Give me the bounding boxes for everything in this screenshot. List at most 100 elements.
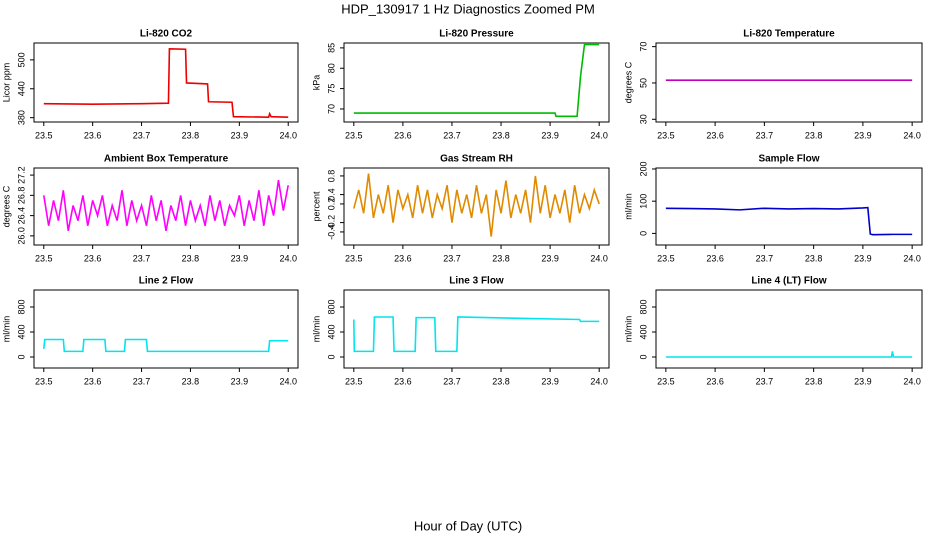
x-tick-label: 23.6 bbox=[706, 253, 724, 263]
y-axis-label: ml/min bbox=[623, 316, 633, 343]
y-tick-label: 50 bbox=[638, 78, 648, 88]
y-tick-label: 0 bbox=[638, 231, 648, 236]
plot-frame bbox=[33, 42, 299, 123]
y-tick-label: 27.2 bbox=[16, 166, 26, 184]
x-tick-label: 23.5 bbox=[657, 253, 675, 263]
x-tick-label: 23.5 bbox=[657, 130, 675, 140]
plot-area bbox=[353, 173, 600, 237]
plot-frame bbox=[343, 167, 610, 246]
x-tick-label: 23.6 bbox=[706, 130, 724, 140]
y-tick-label: 0.8 bbox=[326, 170, 336, 183]
x-tick-label: 23.6 bbox=[706, 376, 724, 386]
y-axis-label: ml/min bbox=[623, 193, 633, 220]
x-tick-label: 23.5 bbox=[35, 130, 53, 140]
y-tick-label: 100 bbox=[638, 194, 648, 209]
y-axis-label: ml/min bbox=[1, 316, 11, 343]
x-tick-label: 23.5 bbox=[345, 376, 363, 386]
x-tick-label: 23.5 bbox=[345, 253, 363, 263]
y-tick-label: 26.4 bbox=[16, 207, 26, 225]
x-axis-label: Hour of Day (UTC) bbox=[414, 518, 522, 533]
plot-area bbox=[353, 316, 600, 353]
panel: Line 4 (LT) Flow ml/min 23.5 23.6 23.7 23.8 23… bbox=[623, 276, 923, 386]
y-tick-label: 0.4 bbox=[326, 188, 336, 201]
x-tick-label: 23.8 bbox=[805, 130, 823, 140]
x-tick-label: 23.9 bbox=[854, 376, 872, 386]
x-tick-label: 24.0 bbox=[279, 130, 297, 140]
x-tick-label: 23.6 bbox=[84, 253, 102, 263]
y-tick-label: 26.0 bbox=[16, 227, 26, 245]
x-tick-label: 24.0 bbox=[279, 253, 297, 263]
y-tick-label: 500 bbox=[16, 52, 26, 67]
panel-title: Gas Stream RH bbox=[440, 154, 513, 165]
x-tick-label: 24.0 bbox=[903, 130, 921, 140]
x-tick-label: 23.9 bbox=[231, 130, 249, 140]
y-axis-label: degrees C bbox=[1, 185, 11, 227]
panel-title: Sample Flow bbox=[758, 154, 819, 165]
y-tick-label: -0.2 bbox=[326, 215, 336, 231]
y-tick-label: 400 bbox=[326, 324, 336, 339]
x-tick-label: 23.7 bbox=[443, 253, 461, 263]
y-axis-label: degrees C bbox=[623, 61, 633, 103]
y-tick-label: 85 bbox=[326, 43, 336, 53]
panel: Li-820 Pressure kPa 23.5 23.6 23.7 23.8 23.9 24… bbox=[311, 29, 610, 140]
plot-frame bbox=[655, 289, 923, 369]
panel-title: Line 3 Flow bbox=[449, 276, 504, 287]
panel: Line 2 Flow ml/min 23.5 23.6 23.7 23.8 23.9 24.… bbox=[1, 276, 299, 386]
panel: Li-820 Temperature degrees C 23.5 23.6 23.7 2… bbox=[623, 29, 923, 140]
y-tick-label: 0.2 bbox=[326, 198, 336, 211]
data-line bbox=[353, 173, 600, 237]
data-line bbox=[353, 316, 600, 353]
y-tick-label: 380 bbox=[16, 110, 26, 125]
y-tick-label: 80 bbox=[326, 63, 336, 73]
x-tick-label: 24.0 bbox=[590, 130, 608, 140]
x-tick-label: 23.9 bbox=[541, 376, 559, 386]
plot-frame bbox=[655, 167, 923, 246]
x-tick-label: 24.0 bbox=[903, 253, 921, 263]
panel-title: Ambient Box Temperature bbox=[104, 154, 229, 165]
x-tick-label: 23.6 bbox=[394, 253, 412, 263]
y-tick-label: 70 bbox=[638, 42, 648, 52]
x-tick-label: 23.6 bbox=[394, 130, 412, 140]
page-title: HDP_130917 1 Hz Diagnostics Zoomed PM bbox=[341, 1, 595, 16]
x-tick-label: 23.9 bbox=[854, 130, 872, 140]
x-tick-label: 23.6 bbox=[84, 130, 102, 140]
x-tick-label: 23.5 bbox=[657, 376, 675, 386]
plot-frame bbox=[33, 289, 299, 369]
y-tick-label: 800 bbox=[326, 299, 336, 314]
y-axis-label: ml/min bbox=[311, 316, 321, 343]
x-tick-label: 23.7 bbox=[756, 253, 774, 263]
y-tick-label: 0 bbox=[16, 354, 26, 359]
x-tick-label: 24.0 bbox=[590, 253, 608, 263]
x-tick-label: 23.8 bbox=[805, 253, 823, 263]
panel-title: Line 2 Flow bbox=[139, 276, 194, 287]
data-line bbox=[42, 180, 290, 231]
panel-title: Li-820 CO2 bbox=[140, 29, 193, 40]
panel-title: Li-820 Temperature bbox=[743, 29, 835, 40]
panel: Sample Flow ml/min 23.5 23.6 23.7 23.8 23.9 24.… bbox=[623, 154, 923, 263]
panel: Line 3 Flow ml/min 23.5 23.6 23.7 23.8 23.9 24.… bbox=[311, 276, 610, 386]
y-tick-label: 800 bbox=[16, 299, 26, 314]
y-axis-label: percent bbox=[311, 191, 321, 222]
plot-frame bbox=[655, 42, 923, 123]
x-tick-label: 23.7 bbox=[443, 130, 461, 140]
data-line bbox=[43, 47, 289, 118]
y-tick-label: -0.4 bbox=[326, 224, 336, 240]
x-tick-label: 23.5 bbox=[35, 376, 53, 386]
x-tick-label: 23.8 bbox=[805, 376, 823, 386]
y-tick-label: 0 bbox=[326, 354, 336, 359]
plot-area bbox=[665, 351, 913, 358]
y-tick-label: 70 bbox=[326, 104, 336, 114]
panel-title: Line 4 (LT) Flow bbox=[751, 276, 827, 287]
x-tick-label: 24.0 bbox=[903, 376, 921, 386]
x-tick-label: 23.6 bbox=[394, 376, 412, 386]
panel: Gas Stream RH percent 23.5 23.6 23.7 23.8 23.9… bbox=[311, 154, 610, 263]
x-tick-label: 23.9 bbox=[231, 376, 249, 386]
plot-area bbox=[42, 180, 290, 231]
x-tick-label: 23.8 bbox=[492, 376, 510, 386]
plot-frame bbox=[33, 167, 299, 246]
panel: Li-820 CO2 Licor ppm 23.5 23.6 23.7 23.8 23.9 2… bbox=[1, 29, 299, 140]
x-tick-label: 23.7 bbox=[133, 130, 151, 140]
plot-area bbox=[43, 47, 289, 118]
x-tick-label: 23.5 bbox=[35, 253, 53, 263]
